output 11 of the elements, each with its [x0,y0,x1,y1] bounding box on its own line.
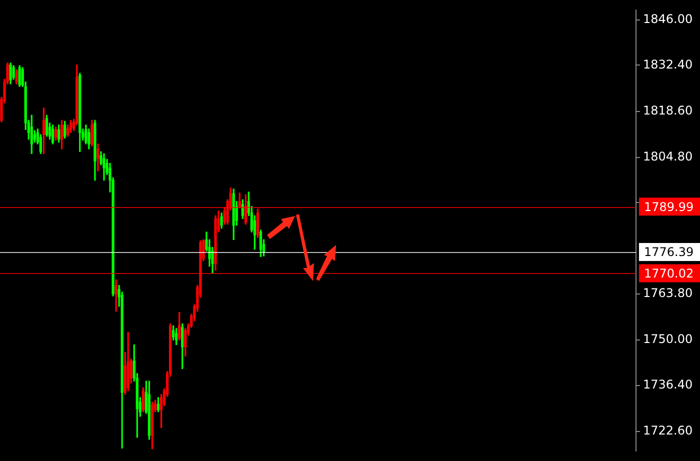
y-tick-label: 1818.60 [643,103,693,118]
y-tick-label: 1832.40 [643,57,693,72]
y-tick-label: 1846.00 [643,12,693,26]
ref-line-label: 1789.99 [644,200,694,214]
y-tick-label: 1804.80 [643,149,693,164]
y-tick-label: 1750.00 [643,332,693,346]
ref-line-label: 1776.39 [644,245,694,260]
y-tick-label: 1736.40 [643,378,693,392]
y-tick-label: 1722.60 [643,424,693,438]
y-tick-label: 1763.80 [643,286,693,300]
ref-line-label: 1770.02 [644,266,694,280]
